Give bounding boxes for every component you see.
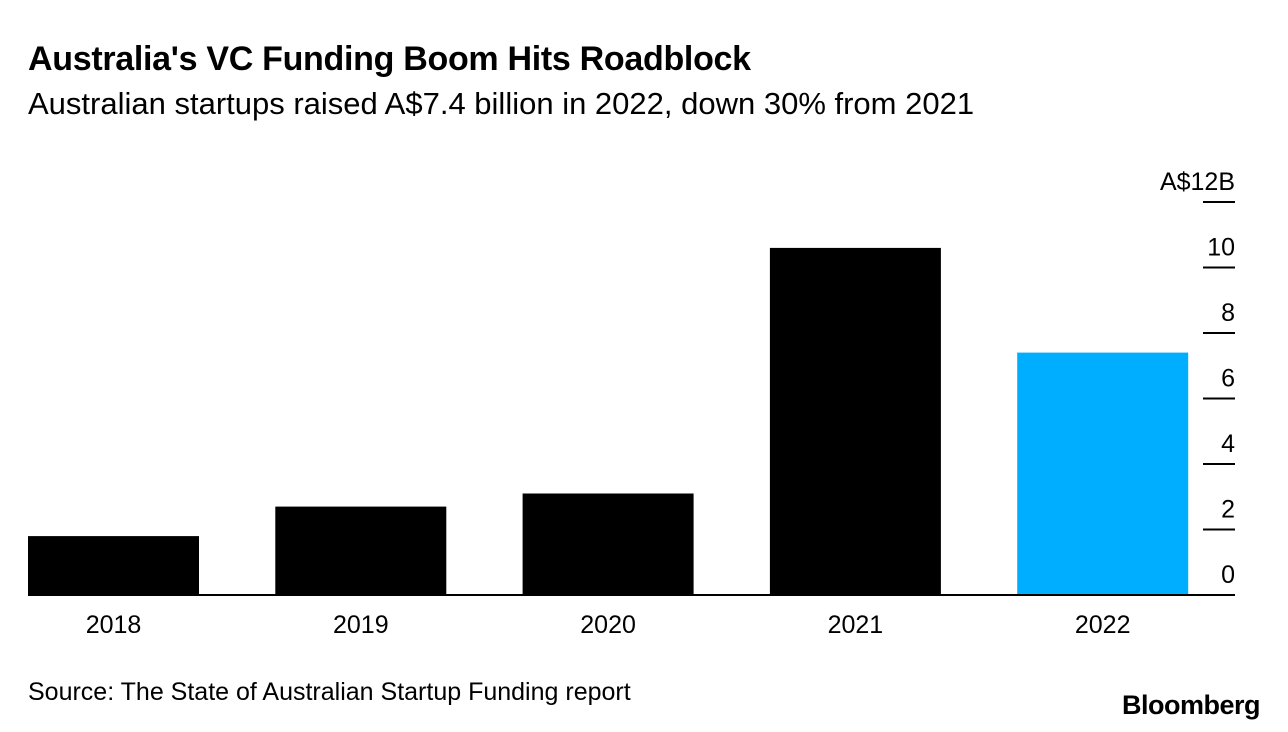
source-note: Source: The State of Australian Startup … — [28, 678, 631, 706]
x-axis: 2018 2019 2020 2021 2022 — [28, 594, 1235, 639]
x-tick-label: 2021 — [828, 611, 884, 639]
bar-2022 — [1017, 352, 1189, 595]
x-tick-label: 2018 — [86, 611, 142, 639]
bar-2019 — [275, 506, 447, 595]
y-tick-label: 0 — [1221, 561, 1235, 589]
bars-layer — [28, 247, 1189, 595]
y-tick-label: 8 — [1221, 299, 1235, 327]
x-tick-label: 2022 — [1075, 611, 1131, 639]
chart-title: Australia's VC Funding Boom Hits Roadblo… — [28, 40, 751, 78]
chart-subtitle: Australian startups raised A$7.4 billion… — [28, 86, 975, 121]
y-tick-label: 6 — [1221, 365, 1235, 393]
bloomberg-logo: Bloomberg — [1121, 690, 1261, 720]
bar-2021 — [769, 247, 941, 595]
x-tick-label: 2019 — [333, 611, 389, 639]
x-tick-label: 2020 — [580, 611, 636, 639]
y-axis: 0 2 4 6 8 10 A$12B — [1160, 168, 1235, 589]
bar-2020 — [522, 493, 694, 595]
y-tick-label: 2 — [1221, 496, 1235, 524]
y-tick-label: A$12B — [1160, 168, 1235, 196]
bar-2018 — [28, 536, 199, 595]
y-tick-label: 10 — [1207, 234, 1235, 262]
y-tick-label: 4 — [1221, 430, 1235, 458]
bar-chart: 0 2 4 6 8 10 A$12B 2018 2019 2020 2021 2022 — [28, 168, 1235, 639]
